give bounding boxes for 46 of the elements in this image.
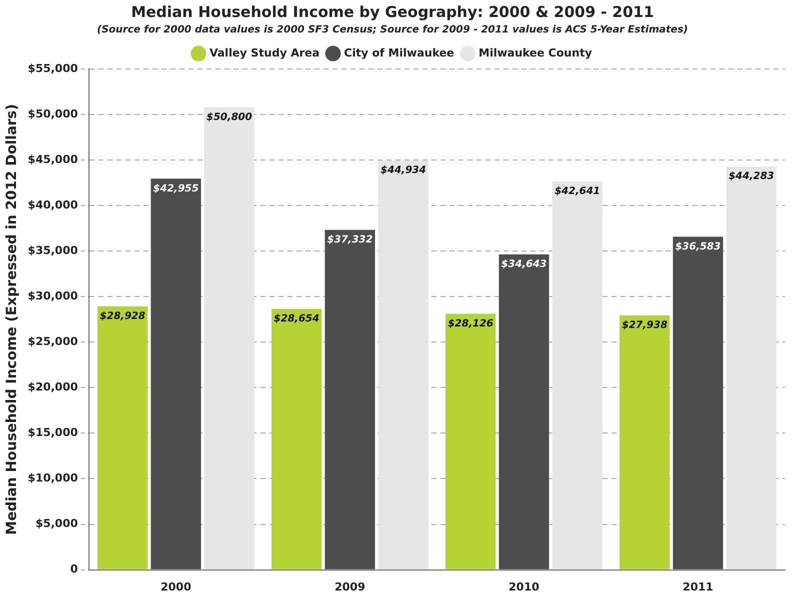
y-axis-title: Median Household Income (Expressed in 2012 Dollars) xyxy=(4,104,20,535)
data-label: $44,934 xyxy=(380,165,426,176)
bar xyxy=(271,308,322,570)
y-tick-label: $15,000 xyxy=(28,426,78,440)
x-tick-label: 2011 xyxy=(682,580,714,594)
data-label: $36,583 xyxy=(675,241,721,252)
x-tick-label: 2009 xyxy=(334,580,366,594)
bar xyxy=(552,182,602,570)
y-tick-label: $30,000 xyxy=(28,289,78,302)
data-label: $27,938 xyxy=(622,320,668,332)
bar xyxy=(446,314,496,570)
x-tick-label: 2010 xyxy=(508,580,540,594)
bar xyxy=(97,306,148,570)
data-label: $44,283 xyxy=(728,171,774,182)
bar xyxy=(672,236,724,570)
chart-subtitle: (Source for 2000 data values is 2000 SF3 Census; Source for 2009 - 2011 values is ACS 5-Year Estimates) xyxy=(97,24,688,36)
y-tick-label: $25,000 xyxy=(28,335,78,348)
bar xyxy=(150,178,201,570)
data-label: $28,654 xyxy=(274,313,320,324)
y-tick-label: $10,000 xyxy=(28,472,78,485)
legend-label: Valley Study Area xyxy=(209,46,320,60)
data-label: $42,641 xyxy=(554,186,600,198)
y-tick-label: $45,000 xyxy=(28,152,78,166)
data-label: $28,928 xyxy=(100,310,146,322)
legend-label: Milwaukee County xyxy=(478,46,592,60)
y-tick-label: $40,000 xyxy=(28,198,78,212)
data-label: $50,800 xyxy=(206,112,252,123)
y-tick-label: $35,000 xyxy=(28,244,78,257)
y-tick-label: 0 xyxy=(70,562,78,576)
y-tick-label: $50,000 xyxy=(28,107,78,120)
data-label: $42,955 xyxy=(153,183,199,194)
y-tick-label: $20,000 xyxy=(28,380,78,394)
bar xyxy=(620,315,670,570)
data-label: $28,126 xyxy=(448,318,494,330)
bar xyxy=(204,107,254,570)
x-tick-label: 2000 xyxy=(160,580,192,594)
bar xyxy=(324,230,376,570)
chart-title: Median Household Income by Geography: 2000 & 2009 - 2011 xyxy=(131,2,654,21)
bar xyxy=(498,254,550,570)
bar xyxy=(726,166,776,570)
data-label: $37,332 xyxy=(327,234,373,246)
y-tick-label: $55,000 xyxy=(28,62,78,75)
bar xyxy=(378,160,428,570)
legend-label: City of Milwaukee xyxy=(344,46,454,60)
data-label: $34,643 xyxy=(501,258,547,270)
y-tick-label: $5,000 xyxy=(35,517,78,530)
